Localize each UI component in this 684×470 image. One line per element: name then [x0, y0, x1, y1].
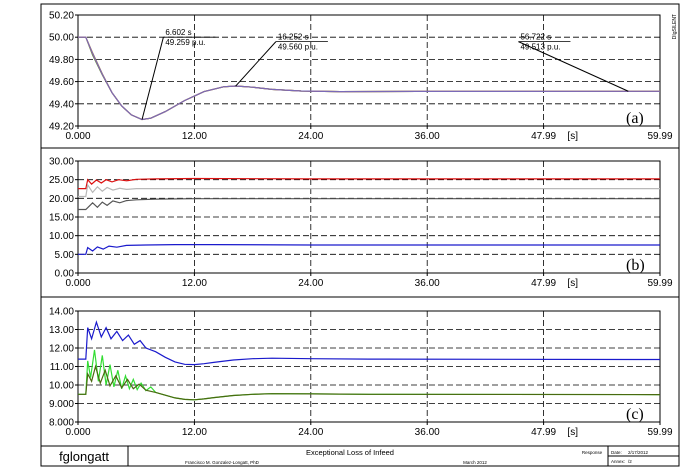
x-unit-label: [s] — [567, 278, 578, 289]
y-tick-label: 0.00 — [55, 269, 75, 280]
series-line — [78, 36, 661, 121]
x-tick-label: 24.00 — [298, 427, 323, 438]
annotation-time: 16.252 s — [278, 33, 309, 42]
series-line — [78, 364, 661, 401]
x-tick-label: 0.000 — [65, 131, 90, 142]
x-tick-label: 59.99 — [647, 427, 672, 438]
footer-date-text: March 2012 — [463, 460, 487, 465]
x-tick-label: 47.99 — [531, 427, 556, 438]
series-line — [78, 36, 661, 121]
x-tick-label: 36.00 — [415, 427, 440, 438]
footer-author: Francisco M. Gonzalez-Longatt, PhD — [185, 460, 260, 465]
annotation-time: 6.602 s — [165, 28, 191, 37]
x-tick-label: 36.00 — [415, 278, 440, 289]
series-line — [78, 183, 660, 198]
footer-response-label: Response — [582, 450, 603, 455]
chart-panel: 49.20 49.40 49.60 49.80 50.00 50.20 0.000 12.00… — [49, 11, 673, 143]
footer-annex-label: Annex: — [611, 459, 625, 464]
panel-tag: (c) — [626, 406, 644, 423]
y-tick-label: 11.00 — [50, 362, 75, 373]
footer-title: Exceptional Loss of Infeed — [306, 448, 394, 457]
y-tick-label: 13.00 — [49, 325, 74, 336]
annotation-leader — [235, 41, 277, 87]
x-tick-label: 36.00 — [415, 131, 440, 142]
x-tick-label: 0.000 — [65, 427, 90, 438]
x-tick-label: 47.99 — [531, 131, 556, 142]
series-line — [78, 36, 661, 121]
y-tick-label: 50.00 — [49, 33, 74, 44]
y-tick-label: 50.20 — [49, 11, 74, 22]
annotation-leader — [518, 41, 629, 92]
y-tick-label: 49.20 — [49, 122, 74, 133]
x-tick-label: 24.00 — [298, 131, 323, 142]
y-tick-label: 14.00 — [49, 307, 74, 318]
y-tick-label: 10.00 — [49, 231, 74, 242]
footer-brand: fglongatt — [59, 449, 109, 464]
annotation-value: 49.560 p.u. — [278, 43, 318, 52]
chart-panel: 0.00 5.00 10.00 15.00 20.00 25.00 30.00 0.000 12… — [49, 157, 673, 290]
plot-area-frame — [77, 14, 661, 127]
y-tick-label: 5.00 — [55, 250, 75, 261]
y-tick-label: 12.00 — [49, 344, 74, 355]
y-tick-label: 9.000 — [49, 399, 74, 410]
y-tick-label: 49.80 — [49, 55, 74, 66]
x-tick-label: 47.99 — [531, 278, 556, 289]
y-tick-label: 49.60 — [49, 77, 74, 88]
footer-date-label: Date: — [611, 450, 622, 455]
x-tick-label: 59.99 — [647, 278, 672, 289]
outer-frame — [40, 3, 680, 467]
x-unit-label: [s] — [567, 427, 578, 438]
chart-panel: 8.000 9.000 10.00 11.00 12.00 13.00 14.00 0.000… — [49, 307, 673, 439]
annotation-value: 49.259 p.u. — [165, 38, 205, 47]
x-tick-label: 59.99 — [647, 131, 672, 142]
y-tick-label: 10.00 — [49, 381, 74, 392]
annotation-time: 56.722 s — [520, 33, 551, 42]
x-tick-label: 24.00 — [298, 278, 323, 289]
x-tick-label: 0.000 — [65, 278, 90, 289]
series-line — [78, 198, 660, 211]
series-line — [78, 36, 661, 121]
footer-annex-value: /2 — [628, 459, 632, 464]
side-label: DIgSILENT — [672, 14, 678, 39]
series-line — [78, 244, 660, 255]
panel-tag: (b) — [626, 257, 645, 274]
footer-date-value: 2/17/2012 — [628, 450, 649, 455]
series-line — [78, 320, 661, 366]
y-tick-label: 25.00 — [49, 175, 74, 186]
panel-tag: (a) — [626, 110, 644, 127]
y-tick-label: 30.00 — [49, 157, 74, 168]
annotation-value: 49.513 p.u. — [520, 43, 560, 52]
x-tick-label: 12.00 — [182, 131, 207, 142]
y-tick-label: 8.000 — [49, 418, 74, 429]
x-tick-label: 12.00 — [182, 427, 207, 438]
y-tick-label: 15.00 — [49, 213, 74, 224]
y-tick-label: 20.00 — [49, 194, 74, 205]
annotation-leader — [141, 37, 164, 120]
x-tick-label: 12.00 — [182, 278, 207, 289]
y-tick-label: 49.40 — [49, 99, 74, 110]
x-unit-label: [s] — [567, 131, 578, 142]
series-line — [78, 177, 660, 190]
